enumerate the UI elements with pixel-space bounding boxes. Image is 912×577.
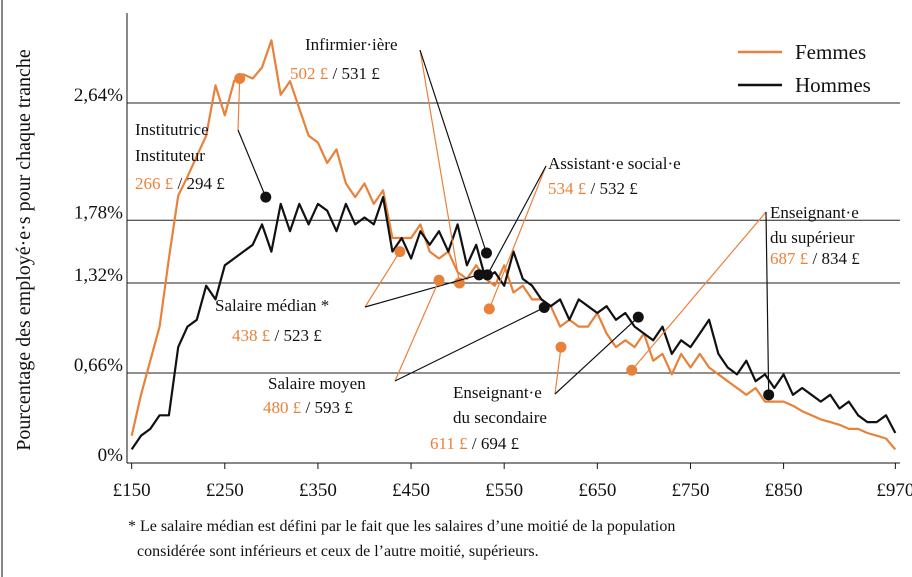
annotation-values: 687 £ / 834 £ <box>770 249 860 268</box>
annotation-label: Salaire médian * <box>215 296 329 315</box>
men-value: 531 £ <box>341 64 379 83</box>
marker-dot <box>538 302 550 314</box>
annotation-label: Infirmier·ière <box>305 35 398 54</box>
women-value: 266 £ <box>135 174 173 193</box>
men-value: 523 £ <box>283 326 321 345</box>
men-value: 593 £ <box>314 398 352 417</box>
men-value: 294 £ <box>186 174 224 193</box>
marker-dot <box>626 364 638 376</box>
x-tick-label: £970 <box>876 480 912 501</box>
separator: / <box>270 326 283 345</box>
annotation-label: Salaire moyen <box>268 374 366 393</box>
y-tick-label: 0,66% <box>74 355 123 376</box>
x-tick-label: £650 <box>578 480 616 501</box>
x-tick-label: £850 <box>765 480 803 501</box>
marker-dot <box>433 274 445 286</box>
men-value: 694 £ <box>481 434 519 453</box>
men-value: 532 £ <box>599 179 637 198</box>
marker-dot <box>555 341 567 353</box>
x-tick-label: £550 <box>485 480 523 501</box>
marker-dot <box>483 303 495 315</box>
annotation-values: 611 £ / 694 £ <box>430 434 519 453</box>
annotation-label: du supérieur <box>770 228 855 247</box>
marker-dot <box>480 247 492 259</box>
annotation-values: 534 £ / 532 £ <box>548 179 638 198</box>
leader-line <box>554 347 562 395</box>
x-tick-label: £750 <box>671 480 709 501</box>
x-tick-label: £450 <box>392 480 430 501</box>
leader-line <box>237 129 267 198</box>
marker-dot <box>632 311 644 323</box>
marker-dot <box>453 277 465 289</box>
women-value: 438 £ <box>232 326 270 345</box>
leader-line <box>488 165 547 310</box>
women-value: 611 £ <box>430 434 468 453</box>
x-tick-label: £150 <box>113 480 151 501</box>
legend-label: Femmes <box>795 40 866 64</box>
leader-line <box>486 165 547 276</box>
x-tick-label: £350 <box>299 480 337 501</box>
women-value: 502 £ <box>290 64 328 83</box>
annotation-values: 438 £ / 523 £ <box>232 326 322 345</box>
y-tick-label: 0% <box>98 445 124 466</box>
separator: / <box>328 64 341 83</box>
annotation-label: du secondaire <box>453 408 547 427</box>
annotation-values: 480 £ / 593 £ <box>263 398 353 417</box>
annotation-values: 502 £ / 531 £ <box>290 64 380 83</box>
leader-line <box>394 307 545 382</box>
leader-line <box>364 251 401 308</box>
leader-line <box>554 316 639 395</box>
leader-line <box>419 49 488 254</box>
leader-line <box>419 49 461 284</box>
y-tick-label: 2,64% <box>74 85 123 106</box>
annotation-label: Assistant·e social·e <box>548 154 681 173</box>
marker-dot <box>394 246 406 258</box>
annotation-values: 266 £ / 294 £ <box>135 174 225 193</box>
y-tick-label: 1,32% <box>74 265 123 286</box>
footnote: * Le salaire médian est défini par le fa… <box>128 518 675 535</box>
y-axis-label: Pourcentage des employé·e·s pour chaque … <box>13 49 35 451</box>
leader-line <box>765 211 770 395</box>
separator: / <box>586 179 599 198</box>
marker-dot <box>763 389 775 401</box>
separator: / <box>808 249 821 268</box>
women-value: 534 £ <box>548 179 586 198</box>
series-line <box>130 39 897 451</box>
women-value: 687 £ <box>770 249 808 268</box>
separator: / <box>468 434 481 453</box>
annotation-label: Enseignant·e <box>453 383 542 402</box>
men-value: 834 £ <box>821 249 859 268</box>
footnote: considérée sont inférieurs et ceux de l’… <box>137 543 539 560</box>
legend-label: Hommes <box>795 73 871 97</box>
x-tick-label: £250 <box>206 480 244 501</box>
leader-line <box>237 78 241 131</box>
annotation-label: Institutrice <box>135 120 209 139</box>
separator: / <box>301 398 314 417</box>
women-value: 480 £ <box>263 398 301 417</box>
separator: / <box>173 174 186 193</box>
annotation-label: Instituteur <box>135 146 205 165</box>
marker-dot <box>234 72 246 84</box>
marker-dot <box>260 191 272 203</box>
leader-line <box>364 274 480 308</box>
marker-dot <box>481 269 493 281</box>
annotation-label: Enseignant·e <box>770 203 859 222</box>
y-tick-label: 1,78% <box>74 202 123 223</box>
leader-line <box>631 211 767 371</box>
marker-dot <box>473 269 485 281</box>
leader-line <box>394 280 440 382</box>
